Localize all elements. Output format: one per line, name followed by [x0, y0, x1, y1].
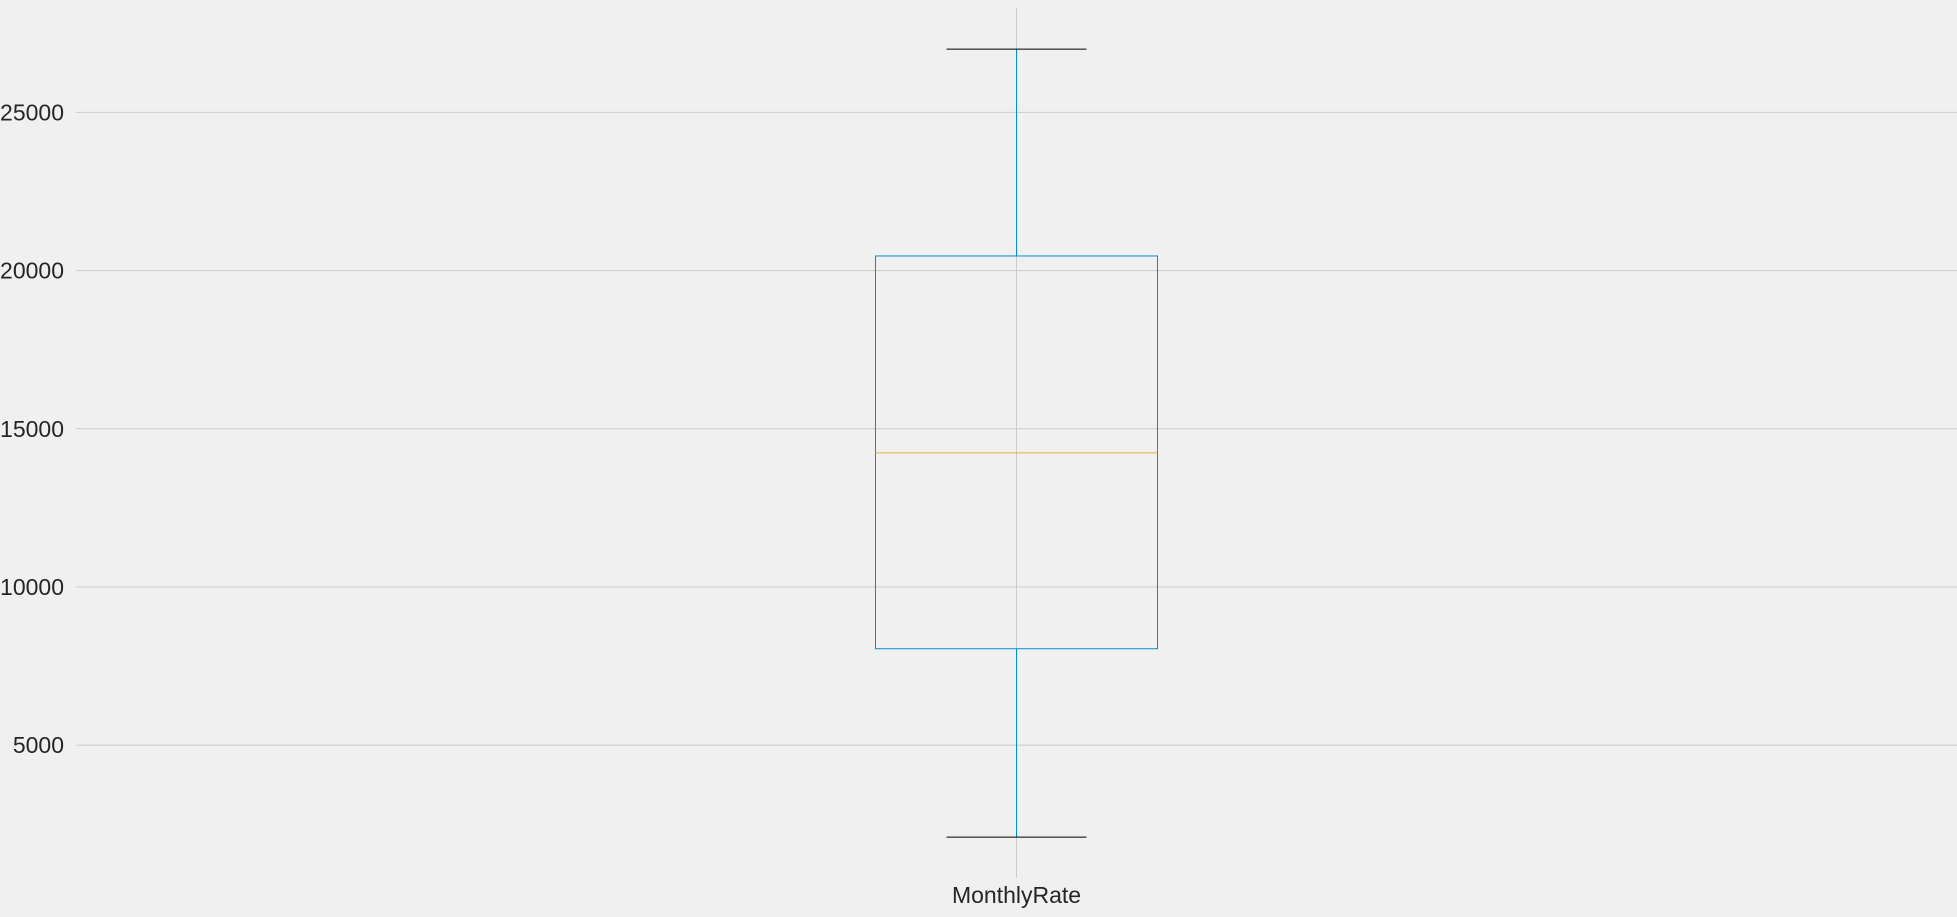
y-tick-label: 25000: [0, 99, 64, 125]
y-tick-label: 15000: [0, 416, 64, 442]
x-tick-label: MonthlyRate: [952, 882, 1081, 908]
box-layer: [875, 48, 1158, 838]
y-tick-label: 20000: [0, 258, 64, 284]
axis-layer: 5000 10000 15000 20000 25000 MonthlyRate: [0, 99, 1081, 908]
iqr-box: [875, 255, 1158, 650]
y-tick-label: 10000: [0, 574, 64, 600]
y-tick-label: 5000: [13, 732, 64, 758]
